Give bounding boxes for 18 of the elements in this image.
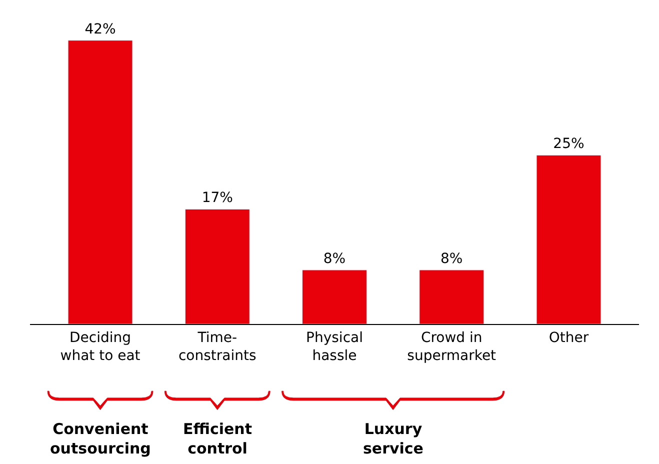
data-label: 8% xyxy=(323,250,346,267)
x-tick-label: Time-constraints xyxy=(178,330,256,364)
x-tick-label: Crowd in supermarket xyxy=(407,330,497,364)
text: Efficient control xyxy=(183,420,252,458)
bar xyxy=(302,270,367,324)
x-tick-label: Physical hassle xyxy=(306,330,363,364)
data-label: 25% xyxy=(553,136,584,152)
data-label: 17% xyxy=(202,190,233,206)
x-tick-label: Other xyxy=(548,330,589,346)
data-label: 8% xyxy=(440,250,463,267)
bar xyxy=(419,270,484,324)
text: Luxury service xyxy=(363,420,424,458)
bar xyxy=(68,40,133,324)
bar xyxy=(184,208,250,324)
text: Convenient outsourcing xyxy=(50,420,151,458)
bar xyxy=(536,154,602,324)
x-tick-label: Deciding what to eat xyxy=(60,330,141,364)
data-label: 42% xyxy=(84,21,116,38)
